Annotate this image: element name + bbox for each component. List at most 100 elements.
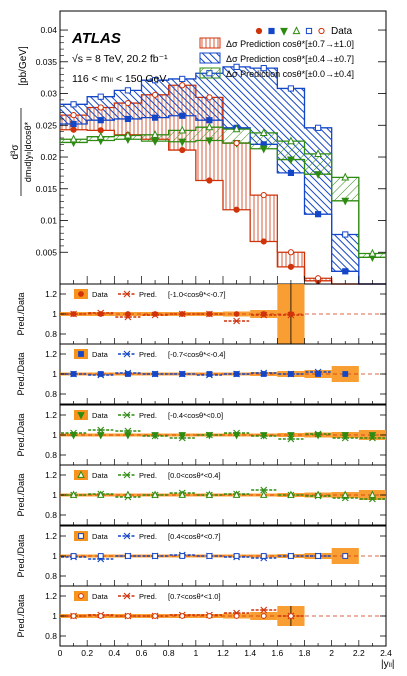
ratio-data-point (206, 311, 213, 317)
ratio-data-point (69, 490, 78, 498)
band-cell-c04 (223, 66, 251, 128)
ratio-panel: 0.8 1 1.2 Data Pred. [-1.0<cosθ*<-0.7] Pred./D… (16, 283, 387, 345)
legend-data-text: Data (92, 411, 109, 420)
x-tick-label: 1.8 (299, 648, 311, 658)
ratio-y-title: Pred./Data (16, 473, 26, 516)
panel-range-label: [0.0<cosθ*<0.4] (168, 471, 221, 480)
data-point-neg04_07 (124, 115, 132, 123)
ratio-data-point (125, 311, 131, 317)
ratio-data-point (315, 553, 321, 559)
x-tick-label: 2.2 (353, 648, 365, 658)
data-point-pos04_07 (151, 77, 159, 84)
ratio-y-tick-label: 1.2 (45, 591, 57, 601)
main-y-axis: 0.005 0.01 0.015 0.02 0.025 0.03 0.035 0.04 (36, 25, 386, 257)
ratio-y-tick-label: 0.8 (45, 510, 57, 520)
band-upper-edge-c00 (60, 126, 386, 255)
legend-band-c00 (199, 67, 221, 79)
data-point-pos07_10 (97, 104, 104, 111)
ratio-data-point (97, 490, 105, 498)
ratio-panel: 0.8 1 1.2 Data Pred. [0.7<cosθ*<1.0] Pred./Dat… (16, 585, 387, 647)
legend-data-text: Data (92, 592, 109, 601)
ratio-data-point (178, 490, 186, 498)
ratio-data-point (260, 371, 267, 377)
ratio-data-point (152, 613, 158, 619)
x-tick-label: 0.6 (136, 648, 148, 658)
legend-pred-text: Pred. (139, 471, 157, 480)
data-point-pos07_10 (260, 192, 267, 199)
legend-pred-text: Pred. (139, 592, 157, 601)
legend-data-text: Data (92, 350, 109, 359)
main-y-tick-label: 0.015 (36, 184, 58, 194)
data-point-neg04_07 (314, 211, 322, 218)
ratio-data-point (179, 613, 186, 619)
ratio-data-point (315, 371, 321, 377)
ratio-data-point (342, 553, 349, 559)
ratio-panel: 0.8 1 1.2 Data Pred. [-0.7<cosθ*<-0.4] Pred./D… (16, 343, 387, 405)
ratio-data-point (232, 490, 241, 498)
data-point-pos04_07 (97, 93, 104, 100)
data-point-neg07_10 (233, 206, 240, 213)
y-title-unit: [pb/GeV] (18, 46, 29, 86)
band-cell-c07 (277, 252, 305, 267)
data-point-neg07_10 (70, 126, 77, 133)
panel-range-label: [-0.4<cosθ*<0.0] (168, 411, 223, 420)
ratio-data-point (287, 432, 295, 440)
ratio-y-tick-label: 1.2 (45, 531, 57, 541)
ratio-y-tick-label: 1 (52, 309, 57, 319)
ratio-data-point (205, 490, 214, 498)
ratio-panel: 0.8 1 1.2 Data Pred. [0.4<cosθ*<0.7] Pred./Dat… (16, 525, 387, 587)
data-point-neg00_04 (151, 138, 159, 146)
ratio-y-tick-label: 1 (52, 430, 57, 440)
mass-range-label: 116 < mₗₗ < 150 GeV (72, 73, 166, 85)
data-point-neg04_07 (97, 117, 104, 124)
ratio-data-point (288, 553, 294, 559)
data-point-pos00_04 (314, 149, 322, 157)
panel-range-label: [-1.0<cosθ*<-0.7] (168, 290, 226, 299)
data-points (69, 63, 377, 284)
ratio-panel: 0.8 1 1.2 Data Pred. [0.0<cosθ*<0.4] Pred./Dat… (16, 464, 387, 526)
data-point-neg00_04 (287, 156, 295, 165)
legend-data-text: Data (92, 532, 109, 541)
data-point-neg04_07 (206, 117, 213, 124)
ratio-data-point (314, 490, 322, 498)
legend-marker-neg04_07 (268, 27, 275, 35)
ratio-data-point (233, 613, 240, 619)
data-point-neg00_04 (341, 197, 350, 206)
ratio-data-point (70, 553, 77, 559)
main-x-ticks (59, 276, 387, 284)
ratio-y-title: Pred./Data (16, 534, 26, 577)
band-lower-edge-c00 (60, 138, 386, 258)
ratio-y-tick-label: 1.2 (45, 410, 57, 420)
ratio-data-point (260, 490, 268, 498)
data-point-pos04_07 (70, 101, 77, 108)
ratio-data-point (232, 432, 241, 440)
ratio-data-point (288, 613, 294, 619)
data-point-pos00_04 (151, 130, 159, 138)
x-tick-label: 0.8 (163, 648, 175, 658)
data-point-pos00_04 (368, 248, 377, 257)
ratio-data-point (125, 553, 131, 559)
ratio-data-point (152, 553, 158, 559)
data-point-pos07_10 (151, 91, 159, 98)
main-y-title: d³σ dmₗₗd|yₗₗ|dcosθ* [pb/GeV] (10, 46, 33, 196)
legend-pred-marker (123, 592, 131, 600)
band-cell-c07 (250, 195, 278, 242)
data-point-neg00_04 (205, 137, 214, 146)
legend-pred-marker (123, 350, 131, 358)
legend-marker-pos04_07 (305, 27, 313, 35)
ratio-y-title: Pred./Data (16, 413, 26, 456)
data-point-pos00_04 (341, 172, 350, 181)
data-point-neg04_07 (151, 114, 159, 121)
legend-data-marker (78, 533, 84, 539)
main-y-tick-label: 0.005 (36, 247, 58, 257)
data-point-neg00_04 (178, 138, 187, 147)
legend-data-marker (77, 412, 85, 420)
legend-data-marker (78, 351, 84, 357)
ratio-data-point (205, 432, 214, 440)
ratio-data-point (206, 613, 213, 619)
x-axis-title: |yₗₗ| (381, 659, 395, 670)
data-point-pos00_04 (259, 128, 268, 136)
data-point-pos07_10 (70, 112, 77, 119)
ratio-y-tick-label: 0.8 (45, 631, 57, 641)
ratio-data-point (178, 432, 186, 440)
